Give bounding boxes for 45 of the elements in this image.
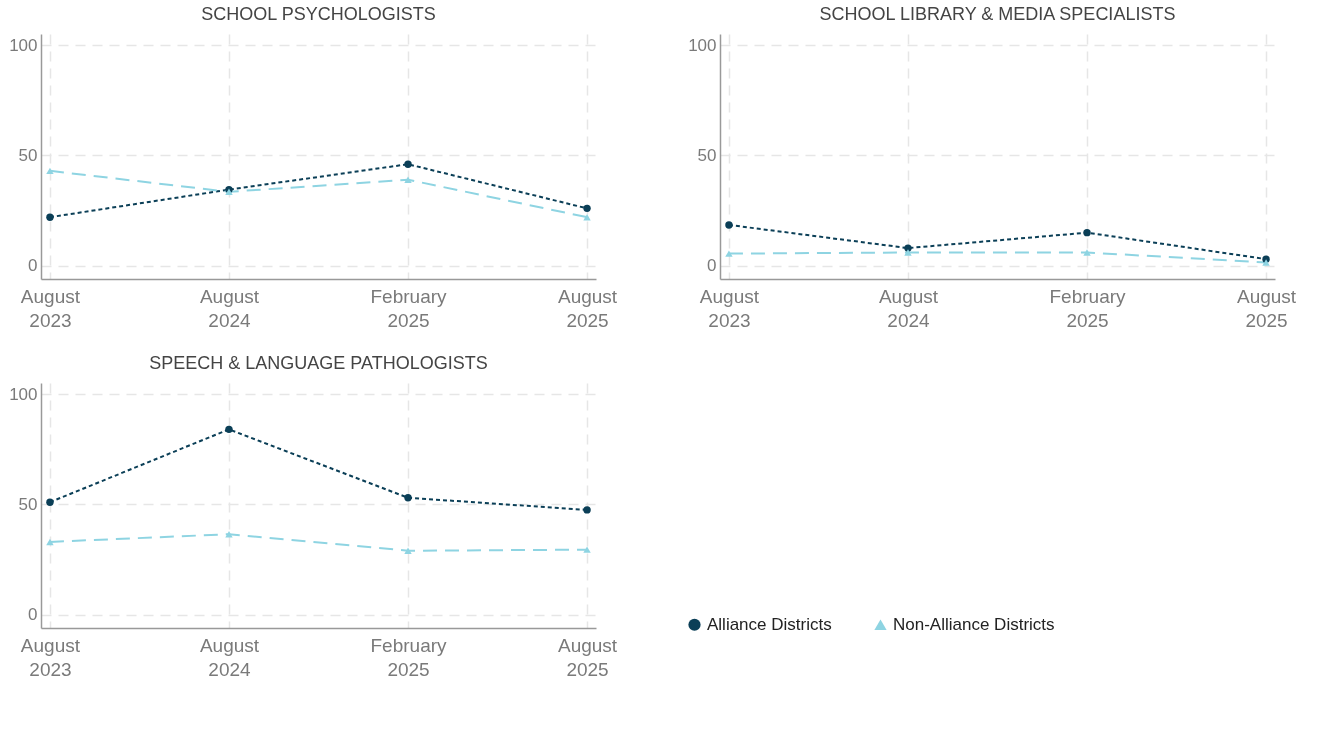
y-tick-label: 0 (28, 605, 38, 625)
y-tick-label: 100 (9, 384, 38, 404)
x-tick-label: August 2024 (878, 285, 939, 331)
y-tick-label: 100 (688, 35, 717, 55)
point (725, 250, 733, 257)
x-tick-label: August 2023 (20, 285, 81, 331)
y-tick-label: 50 (18, 494, 38, 514)
y-tick-label: 100 (9, 35, 38, 55)
point (583, 506, 591, 514)
x-tick-label: August 2025 (557, 285, 618, 331)
x-tick-label: February 2025 (370, 634, 448, 680)
point (1083, 249, 1091, 256)
point (904, 244, 912, 252)
point (404, 160, 412, 168)
point (583, 546, 591, 553)
point (725, 221, 733, 229)
point (404, 176, 412, 183)
x-tick-label: August 2023 (699, 285, 760, 331)
point (904, 249, 912, 256)
point (46, 498, 54, 506)
chart-title: SPEECH & LANGUAGE PATHOLOGISTS (149, 353, 488, 373)
y-tick-label: 0 (707, 256, 717, 276)
chart-title: SCHOOL LIBRARY & MEDIA SPECIALISTS (819, 4, 1176, 24)
y-tick-label: 0 (28, 256, 38, 276)
x-tick-label: February 2025 (370, 285, 448, 331)
chart-title: SCHOOL PSYCHOLOGISTS (201, 4, 436, 24)
point (404, 494, 412, 502)
point (583, 204, 591, 213)
x-tick-label: August 2023 (20, 634, 81, 680)
point (225, 425, 233, 434)
point (404, 547, 412, 554)
legend-label: Non-Alliance Districts (893, 614, 1055, 634)
x-tick-label: February 2025 (1049, 285, 1127, 331)
x-tick-label: August 2024 (199, 285, 260, 331)
legend-label: Alliance Districts (707, 614, 832, 634)
point (1262, 259, 1270, 266)
point (46, 213, 54, 221)
x-tick-label: August 2025 (557, 634, 618, 680)
x-tick-label: August 2024 (199, 634, 260, 680)
point (46, 538, 54, 546)
point (1083, 228, 1091, 237)
point (46, 167, 54, 175)
y-tick-label: 50 (18, 145, 38, 165)
x-tick-label: August 2025 (1236, 285, 1297, 331)
y-tick-label: 50 (697, 145, 717, 165)
